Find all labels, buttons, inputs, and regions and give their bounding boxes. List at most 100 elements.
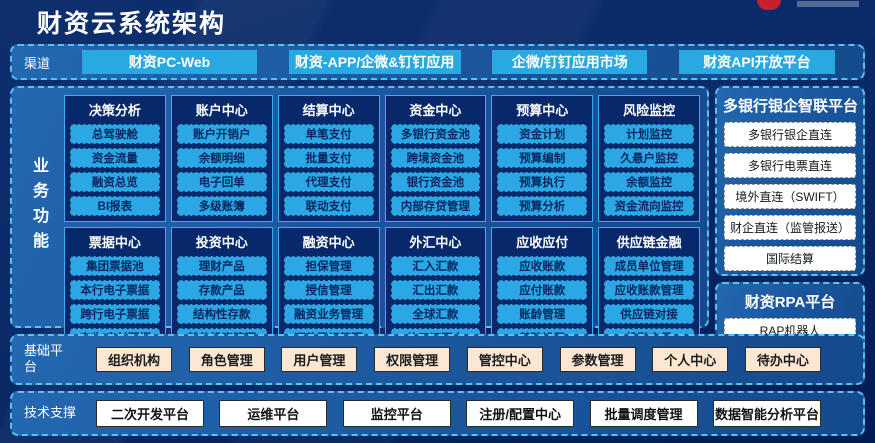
module-button[interactable]: 余额监控 (604, 172, 694, 192)
module-button[interactable]: 资金计划 (497, 124, 588, 144)
tech-support-button[interactable]: 运维平台 (219, 399, 328, 427)
base-platform-button[interactable]: 权限管理 (374, 346, 451, 372)
module-button[interactable]: BI报表 (70, 196, 160, 216)
logo-text (797, 1, 859, 7)
channels-label: 渠道 (24, 55, 51, 71)
tech-support-button[interactable]: 监控平台 (342, 399, 451, 427)
module-button[interactable]: 总驾驶舱 (70, 124, 160, 144)
base-platform-button[interactable]: 管控中心 (466, 346, 543, 372)
bank-link-button[interactable]: 境外直连（SWIFT） (724, 184, 856, 209)
channel-button[interactable]: 财资API开放平台 (678, 50, 835, 74)
module-button[interactable]: 代理支付 (283, 172, 374, 192)
module-button[interactable]: 汇入汇款 (390, 256, 481, 276)
module-button[interactable]: 融资总览 (70, 172, 160, 192)
logo (757, 0, 859, 10)
module-group: 预算中心资金计划预算编制预算执行预算分析 (491, 95, 594, 222)
tech-support-button[interactable]: 二次开发平台 (96, 399, 204, 427)
module-button[interactable]: 电子回单 (176, 172, 267, 192)
base-platform-button[interactable]: 参数管理 (559, 346, 636, 372)
business-functions-panel: 业务功能 决策分析 总驾驶舱 资金流量 融资总览 BI报表 账户中心 账户开销户 余额明细 电子… (10, 86, 709, 354)
module-button[interactable]: 集团票据池 (70, 256, 160, 276)
module-group-title: 外汇中心 (409, 235, 462, 250)
module-button[interactable]: 单笔支付 (283, 124, 374, 144)
tech-support-button[interactable]: 注册/配置中心 (466, 399, 575, 427)
module-button[interactable]: 存款产品 (176, 280, 267, 300)
module-group-title: 投资中心 (195, 235, 248, 250)
bank-link-button[interactable]: 多银行银企直连 (724, 122, 856, 147)
module-group: 风险监控计划监控久悬户监控余额监控资金流向监控 (598, 95, 700, 222)
module-button[interactable]: 多级账簿 (176, 196, 267, 216)
base-platform-buttons: 组织机构 角色管理 用户管理 权限管理 管控中心 参数管理 个人中心 待办中心 (96, 346, 851, 372)
base-platform-button[interactable]: 组织机构 (96, 346, 172, 372)
channel-button[interactable]: 财资PC-Web (82, 50, 257, 74)
bank-link-buttons: 多银行银企直连 多银行电票直连 境外直连（SWIFT） 财企直连（监管报送） 国际结算 (723, 122, 857, 271)
module-group: 决策分析总驾驶舱资金流量融资总览 BI报表 (64, 95, 166, 222)
module-button[interactable]: 多银行资金池 (390, 124, 481, 144)
module-button[interactable]: 预算执行 (497, 172, 588, 192)
module-button[interactable]: 预算编制 (497, 148, 588, 168)
module-button[interactable]: 全球汇款 (390, 304, 481, 324)
module-button[interactable]: 计划监控 (604, 124, 694, 144)
module-button[interactable]: 应付账款 (497, 280, 588, 300)
module-group-title: 融资中心 (302, 235, 355, 250)
module-button[interactable]: 授信管理 (283, 280, 374, 300)
module-button[interactable]: 汇出汇款 (390, 280, 481, 300)
bank-link-title: 多银行银企智联平台 (723, 98, 859, 115)
module-group-title: 资金中心 (409, 103, 462, 118)
rpa-title: 财资RPA平台 (744, 294, 836, 311)
base-platform-button[interactable]: 角色管理 (188, 346, 265, 372)
module-button[interactable]: 账户开销户 (176, 124, 267, 144)
base-platform-label: 基础平台 (24, 343, 64, 375)
bank-link-panel: 多银行银企智联平台 多银行银企直连 多银行电票直连 境外直连（SWIFT） 财企直连（… (715, 86, 865, 276)
module-button[interactable]: 结构性存款 (176, 304, 267, 324)
base-platform-button[interactable]: 用户管理 (281, 346, 358, 372)
module-group-title: 决策分析 (88, 103, 141, 118)
module-button[interactable]: 久悬户监控 (604, 148, 694, 168)
channels-band: 渠道 财资PC-Web 财资-APP/企微&钉钉应用 企微/钉钉应用市场 财资API开… (10, 44, 865, 80)
module-group-title: 风险监控 (623, 103, 676, 118)
module-group-title: 票据中心 (88, 235, 141, 250)
module-group-title: 账户中心 (195, 103, 248, 118)
bank-link-button[interactable]: 国际结算 (724, 246, 856, 271)
module-button[interactable]: 应收账款 (497, 256, 588, 276)
page-title: 财资云系统架构 (37, 10, 227, 38)
module-button[interactable]: 余额明细 (176, 148, 267, 168)
module-button[interactable]: 本行电子票据 (70, 280, 160, 300)
base-platform-button[interactable]: 待办中心 (744, 346, 821, 372)
module-button[interactable]: 资金流量 (70, 148, 160, 168)
module-button[interactable]: 批量支付 (283, 148, 374, 168)
module-button[interactable]: 预算分析 (497, 196, 588, 216)
header: 财资云系统架构 (0, 0, 875, 44)
module-button[interactable]: 内部存贷管理 (390, 196, 481, 216)
module-group-title: 结算中心 (302, 103, 355, 118)
module-group-title: 应收应付 (516, 235, 569, 250)
bank-link-button[interactable]: 财企直连（监管报送） (724, 215, 856, 240)
module-button[interactable]: 银行资金池 (390, 172, 481, 192)
module-button[interactable]: 融资业务管理 (283, 304, 374, 324)
module-button[interactable]: 供应链对接 (604, 304, 694, 324)
module-button[interactable]: 理财产品 (176, 256, 267, 276)
module-button[interactable]: 账龄管理 (497, 304, 588, 324)
module-group: 账户中心账户开销户余额明细电子回单多级账簿 (170, 95, 273, 222)
module-button[interactable]: 担保管理 (283, 256, 374, 276)
module-button[interactable]: 联动支付 (283, 196, 374, 216)
module-button[interactable]: 应收账款管理 (604, 280, 694, 300)
module-group-title: 预算中心 (516, 103, 569, 118)
bank-link-button[interactable]: 多银行电票直连 (724, 153, 856, 178)
channel-button[interactable]: 财资-APP/企微&钉钉应用 (288, 50, 461, 74)
base-platform-button[interactable]: 个人中心 (652, 346, 729, 372)
middle-section: 业务功能 决策分析 总驾驶舱 资金流量 融资总览 BI报表 账户中心 账户开销户 余额明细 电子… (10, 86, 865, 354)
channel-button[interactable]: 企微/钉钉应用市场 (492, 50, 648, 74)
tech-support-button[interactable]: 批量调度管理 (589, 399, 698, 427)
business-modules-grid: 决策分析 总驾驶舱 资金流量 融资总览 BI报表 账户中心 账户开销户 余额明细 电子回单 多级账… (64, 92, 702, 354)
module-group: 结算中心单笔支付批量支付代理支付联动支付 (277, 95, 380, 222)
module-button[interactable]: 跨境资金池 (390, 148, 481, 168)
module-group: 融资中心担保管理授信管理融资业务管理还款登记管理 (277, 227, 380, 354)
base-platform-band: 基础平台 组织机构 角色管理 用户管理 权限管理 管控中心 参数管理 个人中心 待办中心 (10, 334, 865, 385)
tech-support-button[interactable]: 数据智能分析平台 (712, 399, 821, 427)
module-button[interactable]: 成员单位管理 (604, 256, 694, 276)
business-functions-label: 业务功能 (30, 157, 47, 257)
module-button[interactable]: 资金流向监控 (604, 196, 694, 216)
module-button[interactable]: 跨行电子票据 (70, 304, 160, 324)
